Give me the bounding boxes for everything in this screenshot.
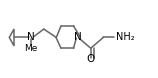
Text: Me: Me [24, 44, 38, 53]
Text: N: N [27, 32, 35, 42]
Text: NH₂: NH₂ [116, 32, 134, 42]
Text: N: N [74, 32, 82, 42]
Text: O: O [87, 54, 95, 64]
